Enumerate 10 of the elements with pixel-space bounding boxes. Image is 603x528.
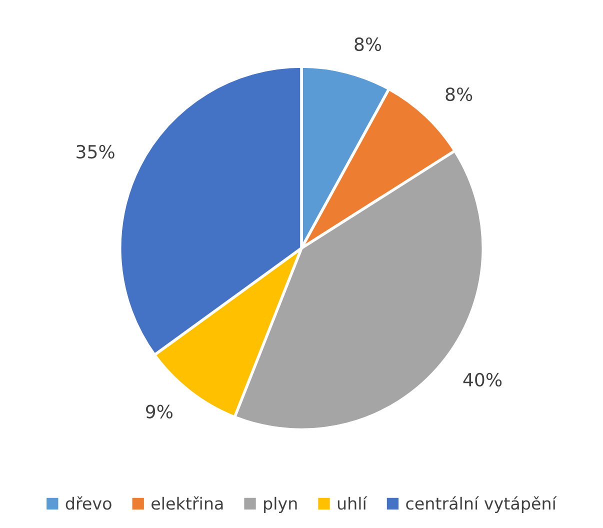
data-label: 8% xyxy=(354,37,382,52)
data-label: 35% xyxy=(76,144,114,159)
data-label: 8% xyxy=(446,87,472,102)
legend-label: dřevo xyxy=(66,496,112,510)
legend-label: plyn xyxy=(264,496,297,513)
legend-label: uhlí xyxy=(338,496,368,510)
legend-label: centrální vytápění xyxy=(406,496,557,513)
legend-label: elektřina xyxy=(152,496,223,510)
data-label: 9% xyxy=(146,404,172,418)
data-label: 40% xyxy=(463,372,502,387)
